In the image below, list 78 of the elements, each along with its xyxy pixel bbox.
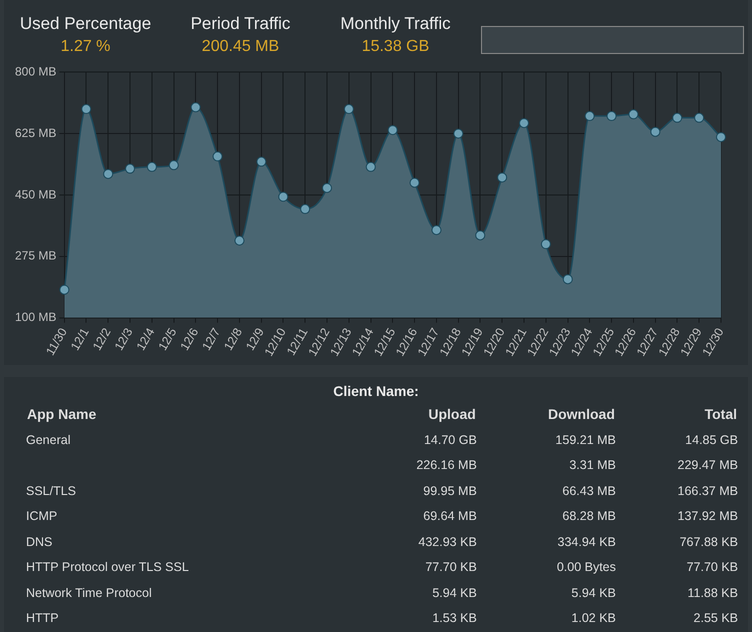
text: 229.47 MB [676,457,738,474]
category-label: HTTP [26,610,60,628]
point [562,274,573,284]
text: 77.70 KB [424,559,477,576]
text: 11.88 KB [686,584,738,602]
text: 767.88 KB [678,534,738,551]
point [146,162,157,172]
category-label: Used Percentage [18,14,152,34]
point [103,168,114,179]
point [322,182,332,193]
y-tick-label: 625 MB [14,126,56,140]
text: 5.94 KB [570,584,616,602]
point [388,125,398,136]
text: 159.21 MB [554,432,616,449]
category-label: SSL/TLS [26,482,78,500]
category-label: HTTP Protocol over TLS SSL [26,559,190,576]
text: 432.93 KB [417,534,477,551]
point [672,112,682,123]
text: 15.38 GB [362,38,430,55]
point [212,151,223,162]
category-label: Period Traffic [190,14,292,34]
point [650,126,660,137]
point [497,172,508,182]
text: 5.94 KB [431,584,477,602]
category-label: ICMP [26,508,58,526]
point [606,111,617,122]
category-label: Monthly Traffic [339,14,452,34]
text: 99.95 MB [422,482,477,500]
point [584,111,595,122]
point [366,162,376,172]
category-label: Network Time Protocol [26,584,153,602]
text: Download [547,405,616,424]
text: Total [704,405,738,424]
point [475,230,486,240]
point [453,128,464,139]
category-label: DNS [26,534,54,551]
category-label: General [26,432,72,449]
point [278,192,288,202]
text: Upload [427,405,477,424]
text: 66.43 MB [561,482,616,500]
point [59,284,70,295]
point [300,204,310,214]
text: 137.92 MB [676,508,738,526]
text: 0.00 Bytes [556,559,616,576]
point [540,239,551,250]
point [234,236,244,246]
text: 69.64 MB [422,508,477,526]
point [431,225,442,236]
point [410,178,420,188]
point [519,118,530,128]
point [628,109,638,120]
text: 14.85 GB [684,432,738,449]
text: 3.31 MB [568,457,616,474]
point [168,160,179,170]
text: 166.37 MB [676,482,738,500]
point [256,156,266,167]
text: 226.16 MB [415,457,477,474]
y-tick-label: 100 MB [14,310,56,324]
y-tick-label: 275 MB [14,248,56,263]
point [344,104,354,114]
legend-title: App Name [26,405,98,424]
text: 200.45 MB [202,38,280,55]
text: 77.70 KB [686,559,738,576]
text: 1.27 % [60,38,110,55]
point [125,164,136,174]
point [81,104,92,114]
text: Client Name: [332,382,420,399]
point [694,112,704,123]
text: 1.02 KB [570,610,616,628]
point [716,132,726,142]
text: 1.53 KB [431,610,477,628]
point [190,102,201,112]
text: 2.55 KB [692,610,738,628]
text: 334.94 KB [556,534,616,551]
y-tick-label: 450 MB [14,187,56,202]
text: 68.28 MB [561,508,616,526]
y-tick-label: 800 MB [14,64,56,79]
text: 14.70 GB [422,432,477,449]
